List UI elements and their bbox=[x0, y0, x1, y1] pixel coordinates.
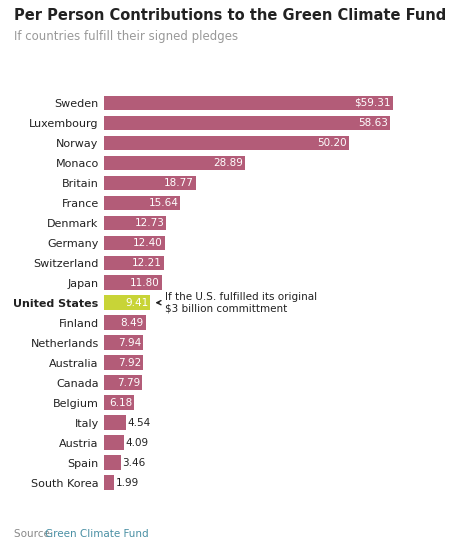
Text: 8.49: 8.49 bbox=[120, 318, 144, 328]
Text: 6.18: 6.18 bbox=[109, 398, 132, 408]
Text: 4.09: 4.09 bbox=[126, 437, 149, 448]
Text: 11.80: 11.80 bbox=[130, 278, 160, 288]
Text: If countries fulfill their signed pledges: If countries fulfill their signed pledge… bbox=[14, 30, 238, 43]
Text: 58.63: 58.63 bbox=[358, 118, 388, 128]
Text: 15.64: 15.64 bbox=[148, 198, 178, 208]
Text: 12.73: 12.73 bbox=[135, 218, 164, 228]
Bar bbox=[104, 115, 390, 130]
Bar bbox=[104, 435, 124, 450]
Bar bbox=[104, 95, 393, 110]
Text: 1.99: 1.99 bbox=[116, 478, 139, 488]
Bar bbox=[104, 396, 134, 410]
Text: Source:: Source: bbox=[14, 530, 57, 539]
Text: 3.46: 3.46 bbox=[123, 457, 146, 468]
Text: If the U.S. fulfilled its original
$3 billion committment: If the U.S. fulfilled its original $3 bi… bbox=[157, 292, 317, 313]
Bar bbox=[104, 196, 181, 210]
Text: 7.92: 7.92 bbox=[118, 358, 141, 367]
Bar bbox=[104, 176, 196, 190]
Text: $59.31: $59.31 bbox=[355, 98, 391, 108]
Bar bbox=[104, 236, 164, 250]
Bar bbox=[104, 156, 245, 170]
Bar bbox=[104, 136, 348, 150]
Text: Green Climate Fund: Green Climate Fund bbox=[45, 530, 149, 539]
Text: 4.54: 4.54 bbox=[128, 417, 151, 428]
Text: 28.89: 28.89 bbox=[213, 158, 243, 168]
Bar bbox=[104, 335, 143, 350]
Text: 9.41: 9.41 bbox=[125, 298, 148, 308]
Text: 50.20: 50.20 bbox=[317, 138, 346, 148]
Bar bbox=[104, 475, 114, 490]
Text: 12.40: 12.40 bbox=[133, 238, 163, 248]
Text: 12.21: 12.21 bbox=[132, 257, 162, 268]
Bar bbox=[104, 216, 166, 230]
Bar bbox=[104, 315, 146, 330]
Text: 18.77: 18.77 bbox=[164, 178, 194, 188]
Bar bbox=[104, 295, 150, 310]
Text: Per Person Contributions to the Green Climate Fund: Per Person Contributions to the Green Cl… bbox=[14, 8, 447, 23]
Bar bbox=[104, 255, 164, 270]
Bar bbox=[104, 455, 121, 470]
Bar bbox=[104, 275, 162, 290]
Bar bbox=[104, 356, 143, 370]
Text: 7.94: 7.94 bbox=[118, 338, 141, 347]
Text: 7.79: 7.79 bbox=[117, 378, 140, 388]
Bar bbox=[104, 376, 142, 390]
Bar bbox=[104, 415, 127, 430]
